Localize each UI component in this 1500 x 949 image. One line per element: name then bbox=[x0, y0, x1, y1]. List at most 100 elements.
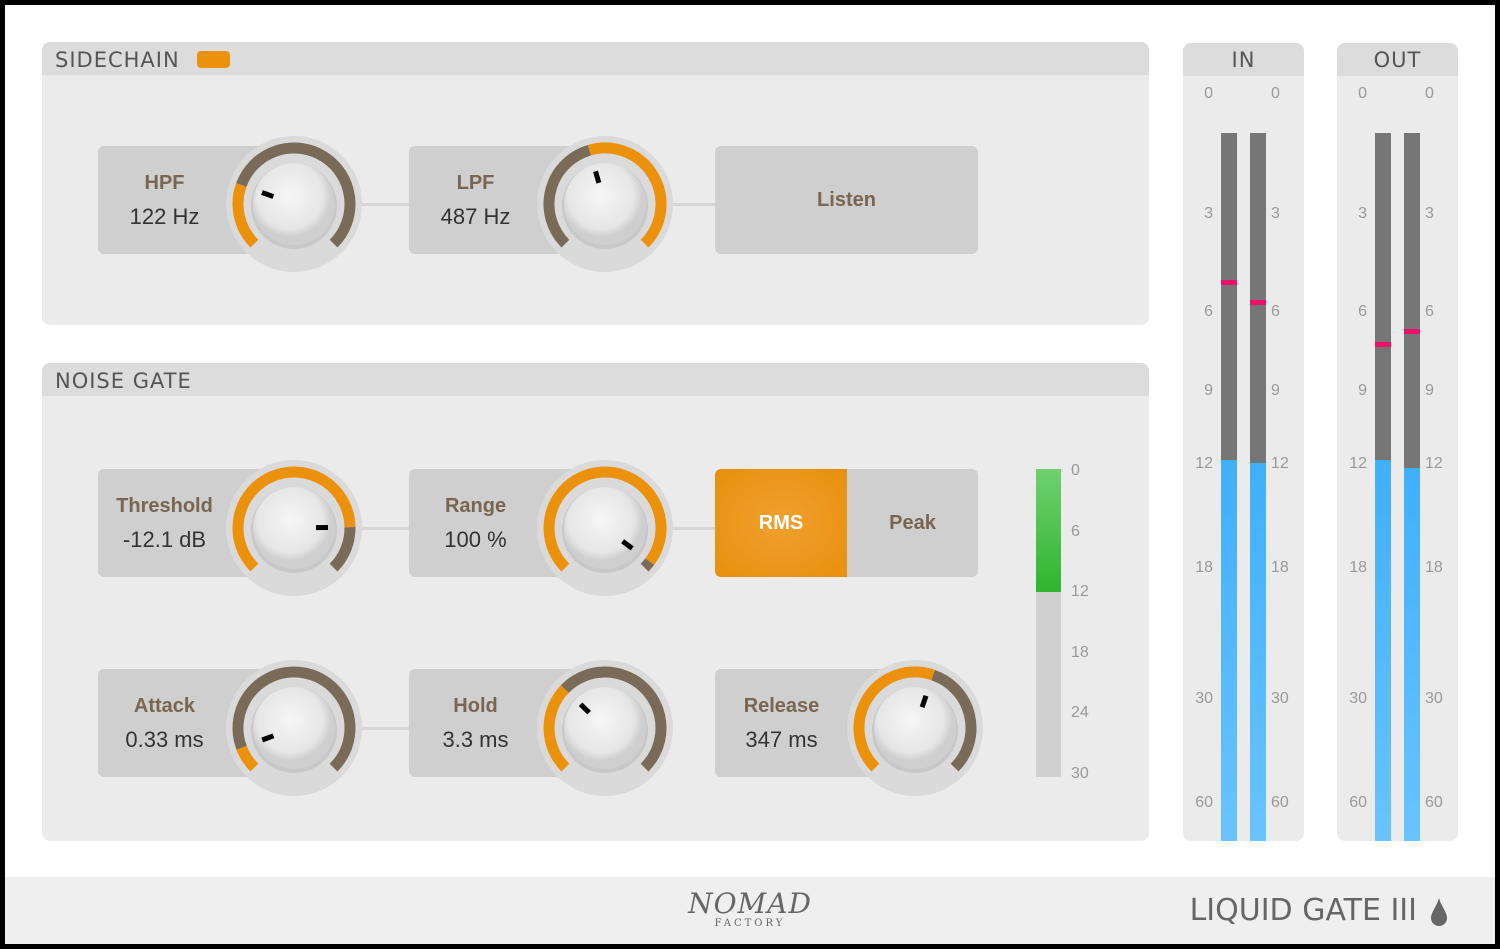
droplet-icon bbox=[1431, 898, 1447, 926]
meter-tick: 18 bbox=[1349, 559, 1367, 576]
meter-tick: 18 bbox=[1425, 559, 1443, 576]
knob-cap bbox=[253, 163, 335, 245]
gr-meter-tick: 6 bbox=[1071, 522, 1080, 540]
knob-pointer bbox=[261, 733, 275, 743]
lpf-label: LPF bbox=[456, 172, 495, 194]
knob-cap bbox=[874, 687, 956, 769]
knob-arc-remaining bbox=[329, 526, 356, 572]
hold-label: Hold bbox=[453, 695, 498, 717]
knob-pointer bbox=[621, 539, 634, 551]
out-meter-channel-2 bbox=[1404, 133, 1420, 841]
threshold-value[interactable]: -12.1 dB bbox=[122, 527, 207, 552]
meter-tick: 30 bbox=[1195, 690, 1213, 707]
output-meter-panel: OUT 0 0 3 3 6 6 9 9 12 12 18 18 30 30 60 60 bbox=[1337, 43, 1458, 841]
input-meter-panel: IN 0 0 3 3 6 6 9 9 12 12 18 18 30 30 60 60 bbox=[1183, 43, 1304, 841]
peak-hold-marker bbox=[1404, 329, 1420, 335]
knob-cap bbox=[253, 487, 335, 569]
knob-arc-remaining bbox=[640, 558, 655, 572]
attack-value[interactable]: 0.33 ms bbox=[125, 727, 204, 752]
release-knob[interactable] bbox=[845, 658, 985, 798]
connector-line bbox=[359, 527, 419, 530]
meter-tick: 0 bbox=[1271, 85, 1280, 102]
meter-tick: 12 bbox=[1349, 455, 1367, 472]
connector-line bbox=[359, 727, 419, 730]
hold-value[interactable]: 3.3 ms bbox=[442, 727, 509, 752]
out-meter-channel-1 bbox=[1375, 133, 1391, 841]
listen-button[interactable]: Listen bbox=[715, 146, 978, 254]
product-name: LIQUID GATE III bbox=[1189, 893, 1417, 928]
meter-tick: 6 bbox=[1358, 303, 1367, 320]
footer: NOMAD FACTORY LIQUID GATE III bbox=[5, 877, 1495, 944]
meter-level-fill bbox=[1375, 460, 1391, 841]
nomad-factory-logo: NOMAD FACTORY bbox=[688, 887, 812, 929]
knob-cap bbox=[253, 687, 335, 769]
knob-pointer bbox=[919, 695, 929, 708]
meter-tick: 12 bbox=[1271, 455, 1289, 472]
connector-line bbox=[670, 203, 720, 206]
threshold-knob[interactable] bbox=[224, 458, 364, 598]
meter-tick: 3 bbox=[1425, 205, 1434, 222]
meter-level-fill bbox=[1404, 467, 1420, 841]
range-knob[interactable] bbox=[535, 458, 675, 598]
in-meter-channel-1 bbox=[1221, 133, 1237, 841]
meter-tick: 30 bbox=[1425, 690, 1443, 707]
attack-knob[interactable] bbox=[224, 658, 364, 798]
range-value[interactable]: 100 % bbox=[444, 527, 507, 552]
threshold-label: Threshold bbox=[116, 495, 213, 517]
hpf-value[interactable]: 122 Hz bbox=[129, 204, 200, 229]
knob-arc-value bbox=[232, 466, 356, 572]
range-label: Range bbox=[444, 495, 507, 517]
meter-tick: 12 bbox=[1425, 455, 1443, 472]
meter-tick: 9 bbox=[1204, 382, 1213, 399]
knob-arc-remaining bbox=[236, 142, 356, 248]
knob-arc-value bbox=[232, 183, 259, 248]
hpf-label: HPF bbox=[144, 172, 185, 194]
lpf-knob[interactable] bbox=[535, 134, 675, 274]
knob-pointer bbox=[578, 702, 591, 715]
noise-gate-title: NOISE GATE bbox=[42, 363, 1149, 396]
knob-cap bbox=[564, 687, 646, 769]
knob-arc-remaining bbox=[931, 669, 977, 772]
gr-meter-tick: 12 bbox=[1071, 583, 1089, 600]
lpf-value[interactable]: 487 Hz bbox=[440, 204, 511, 229]
peak-button[interactable]: Peak bbox=[847, 469, 978, 577]
release-value[interactable]: 347 ms bbox=[745, 727, 818, 752]
peak-hold-marker bbox=[1375, 342, 1391, 348]
connector-line bbox=[670, 527, 720, 530]
output-meter-title: OUT bbox=[1337, 43, 1458, 76]
knob-arc-value bbox=[543, 685, 570, 772]
meter-level-fill bbox=[1250, 462, 1266, 841]
meter-tick: 3 bbox=[1271, 205, 1280, 222]
meter-tick: 9 bbox=[1271, 382, 1280, 399]
knob-arc-value bbox=[853, 666, 935, 772]
knob-arc-remaining bbox=[232, 666, 356, 772]
gr-meter-tick: 0 bbox=[1071, 462, 1080, 479]
knob-arc-value bbox=[587, 142, 667, 248]
peak-hold-marker bbox=[1221, 280, 1237, 286]
sidechain-toggle[interactable] bbox=[197, 51, 231, 68]
release-label: Release bbox=[743, 695, 820, 717]
meter-tick: 6 bbox=[1204, 303, 1213, 320]
rms-button[interactable]: RMS bbox=[715, 469, 847, 577]
meter-tick: 6 bbox=[1425, 303, 1434, 320]
meter-tick: 30 bbox=[1349, 690, 1367, 707]
meter-tick: 18 bbox=[1271, 559, 1289, 576]
hpf-knob[interactable] bbox=[224, 134, 364, 274]
meter-tick: 9 bbox=[1358, 382, 1367, 399]
knob-pointer bbox=[593, 170, 602, 184]
attack-label: Attack bbox=[133, 695, 196, 717]
in-meter-channel-2 bbox=[1250, 133, 1266, 841]
knob-cap bbox=[564, 487, 646, 569]
meter-tick: 9 bbox=[1425, 382, 1434, 399]
meter-tick: 60 bbox=[1195, 794, 1213, 811]
knob-pointer bbox=[261, 190, 275, 199]
knob-arc-value bbox=[236, 745, 259, 772]
meter-tick: 0 bbox=[1425, 85, 1434, 102]
meter-tick: 18 bbox=[1195, 559, 1213, 576]
hold-knob[interactable] bbox=[535, 658, 675, 798]
plugin-window: SIDECHAIN NOISE GATE HPF 122 Hz LPF 487 Hz… bbox=[5, 5, 1495, 944]
sidechain-title: SIDECHAIN bbox=[42, 42, 1149, 75]
connector-line bbox=[359, 203, 419, 206]
meter-tick: 0 bbox=[1358, 85, 1367, 102]
knob-arc-remaining bbox=[560, 666, 667, 772]
